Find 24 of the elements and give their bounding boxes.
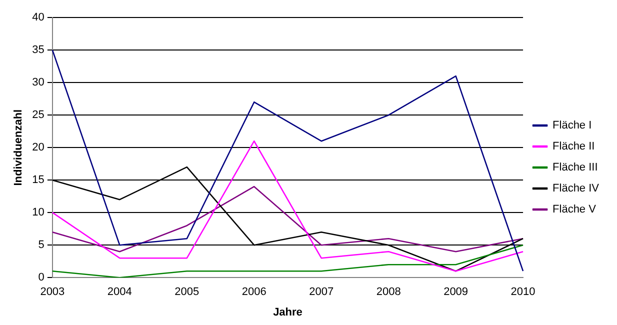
legend-label: Fläche III: [552, 162, 598, 174]
x-tick-label: 2003: [40, 286, 65, 298]
y-tick-label: 35: [32, 44, 44, 56]
legend-label: Fläche I: [552, 120, 592, 132]
y-tick-label: 15: [32, 174, 44, 186]
x-axis-title: Jahre: [273, 306, 302, 318]
x-tick-label: 2008: [376, 286, 401, 298]
x-tick-label: 2010: [510, 286, 536, 298]
y-tick-label: 40: [32, 12, 44, 24]
y-axis-title: Individuenzahl: [12, 109, 25, 186]
x-tick-label: 2007: [309, 286, 334, 298]
y-tick-label: 30: [32, 76, 44, 89]
legend-label: Fläche IV: [552, 182, 600, 195]
y-tick-label: 0: [38, 272, 44, 284]
legend-label: Fläche V: [552, 204, 597, 216]
legend-label: Fläche II: [552, 140, 595, 153]
x-tick-label: 2009: [444, 286, 468, 298]
x-tick-label: 2005: [174, 286, 200, 298]
x-tick-label: 2004: [107, 286, 132, 298]
y-tick-label: 10: [32, 206, 44, 219]
y-tick-label: 5: [38, 239, 44, 252]
y-tick-label: 25: [32, 109, 44, 122]
y-tick-label: 20: [32, 142, 44, 154]
x-tick-label: 2006: [242, 286, 266, 298]
